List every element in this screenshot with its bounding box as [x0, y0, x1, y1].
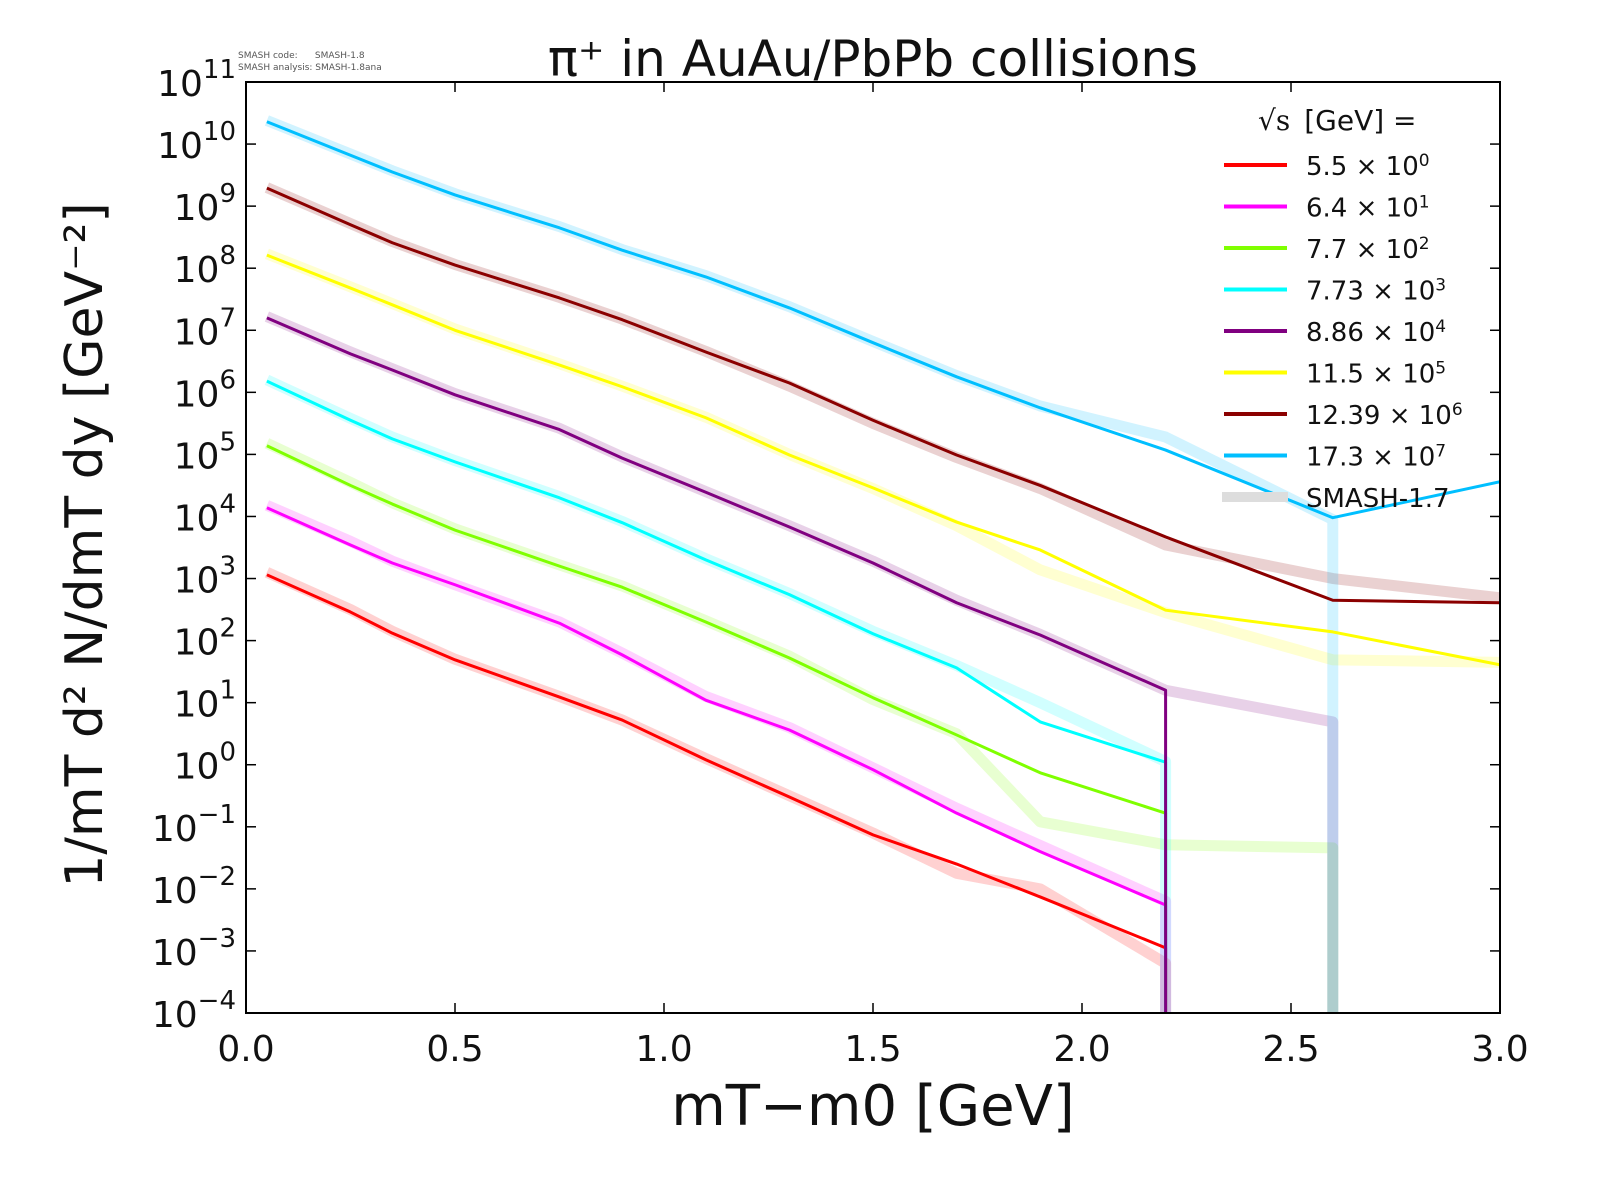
- smash-1-7-line-5.5: [264, 567, 1172, 1013]
- y-tick-label: 10−4: [152, 986, 236, 1036]
- series-line-8.86: [266, 316, 1168, 1013]
- y-tick-label: 10−1: [152, 800, 236, 850]
- chart-title: π⁺ in AuAu/PbPb collisions: [548, 30, 1198, 88]
- smash-1-7-line-8.86: [264, 311, 1339, 1013]
- series-line-7.73: [266, 379, 1168, 1013]
- legend-entry-8.86: 8.86 × 104: [1306, 317, 1446, 348]
- legend-entry-7.73: 7.73 × 103: [1306, 276, 1446, 307]
- legend-entry-5.5: 5.5 × 100: [1306, 151, 1430, 182]
- x-tick-label: 2.0: [1053, 1029, 1110, 1070]
- series-line-12.39: [266, 186, 1500, 605]
- y-tick-label: 1010: [157, 117, 236, 167]
- legend-entry-11.5: 11.5 × 105: [1306, 359, 1446, 390]
- y-tick-label: 105: [174, 427, 236, 477]
- series-line-11.5: [266, 253, 1500, 667]
- legend-entry-17.3: 17.3 × 107: [1306, 442, 1446, 473]
- y-tick-label: 104: [174, 489, 236, 539]
- legend-entry-7.7: 7.7 × 102: [1306, 234, 1430, 265]
- legend-entry-smash-1-7: SMASH-1.7: [1306, 484, 1450, 514]
- smash-1-7-line-6.4: [264, 500, 1172, 1013]
- series-line-17.3: [266, 120, 1500, 520]
- y-tick-label: 10−2: [152, 862, 236, 912]
- smash-code-annotation: SMASH code: SMASH-1.8: [238, 51, 365, 61]
- x-tick-label: 2.5: [1262, 1029, 1319, 1070]
- x-axis-label: mT−m0 [GeV]: [671, 1074, 1075, 1139]
- axis-ticks: 0.0 0.5 1.0 1.5 2.0 2.5 3.0 1011 1010 109 108 107 10…: [152, 55, 1529, 1070]
- series-line-6.4: [266, 506, 1168, 1013]
- y-tick-label: 106: [174, 365, 236, 415]
- x-tick-label: 3.0: [1471, 1029, 1528, 1070]
- y-tick-label: 101: [174, 676, 236, 726]
- series-line-7.7: [266, 444, 1168, 1013]
- y-tick-label: 108: [174, 241, 236, 291]
- y-tick-label: 102: [174, 614, 236, 664]
- legend-entry-6.4: 6.4 × 101: [1306, 193, 1430, 224]
- series-line-5.5: [266, 573, 1168, 1013]
- smash-analysis-annotation: SMASH analysis: SMASH-1.8ana: [238, 63, 382, 73]
- x-tick-label: 1.0: [635, 1029, 692, 1070]
- sqrt-s-symbol: √s: [1258, 104, 1290, 137]
- y-axis-label: 1/mT d² N/dmT dy [GeV⁻²]: [55, 202, 115, 887]
- legend-title: √s [GeV] =: [1258, 104, 1417, 137]
- legend-entry-12.39: 12.39 × 106: [1306, 400, 1463, 431]
- y-tick-label: 103: [174, 552, 236, 602]
- x-tick-label: 0.0: [217, 1029, 274, 1070]
- x-tick-label: 0.5: [426, 1029, 483, 1070]
- y-tick-label: 10−3: [152, 924, 236, 974]
- smash-1-8-lines: [266, 120, 1500, 1013]
- legend: √s [GeV] = 5.5 × 100 6.4 × 101 7.7 × 102 7.73…: [1222, 104, 1463, 514]
- y-tick-label: 109: [174, 179, 236, 229]
- y-tick-label: 1011: [157, 55, 236, 105]
- y-tick-label: 100: [174, 738, 236, 788]
- y-tick-label: 107: [174, 303, 236, 353]
- x-tick-label: 1.5: [844, 1029, 901, 1070]
